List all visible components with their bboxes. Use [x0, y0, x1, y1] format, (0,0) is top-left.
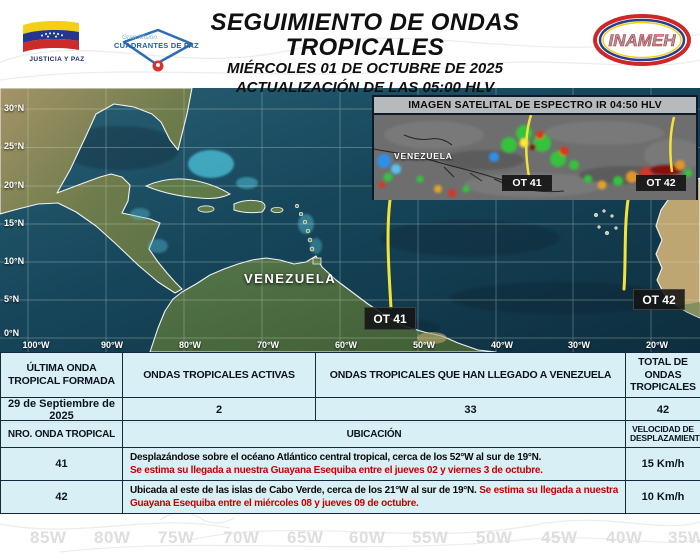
- lon-label-20w: 20°W: [645, 340, 669, 350]
- report-update-time: ACTUALIZACIÓN DE LAS 05:00 HLV: [235, 79, 495, 97]
- footer-watermark-strip: 85W 80W 75W 70W 65W 60W 55W 50W 45W 40W …: [0, 506, 700, 560]
- inameh-logo: INAMEH: [592, 12, 692, 70]
- wm-lon-55w: 55W: [412, 528, 449, 547]
- mission-logo-top-text: Gran Misión: [122, 34, 158, 41]
- wm-lon-75w: 75W: [158, 528, 195, 547]
- mission-logo: Gran Misión CUADRANTES DE PAZ: [96, 28, 206, 74]
- venezuela-map-label: VENEZUELA: [244, 271, 337, 286]
- lon-label-60w: 60°W: [334, 340, 358, 350]
- lon-label-70w: 70°W: [256, 340, 280, 350]
- satellite-inset-title: IMAGEN SATELITAL DE ESPECTRO IR 04:50 HL…: [374, 97, 696, 115]
- lat-label-10n: 10°N: [4, 256, 25, 266]
- jamaica-island: [197, 205, 215, 213]
- venezuela-flag-icon: [23, 20, 79, 52]
- inameh-ellipse-icon: INAMEH: [593, 14, 691, 66]
- wave-42-speed: 10 Km/h: [625, 480, 700, 514]
- stats-header-row: ÚLTIMA ONDA TROPICAL FORMADA ONDAS TROPI…: [0, 352, 700, 398]
- lat-label-0n: 0°N: [4, 328, 20, 338]
- wm-lon-80w: 80W: [94, 528, 131, 547]
- waves-header-speed: VELOCIDAD DE DESPLAZAMIENTO: [625, 420, 700, 448]
- satellite-inset-image: VENEZUELA OT 41 OT 42: [374, 115, 696, 200]
- stats-header-last-wave: ÚLTIMA ONDA TROPICAL FORMADA: [0, 352, 123, 398]
- wave-41-number: 41: [0, 447, 123, 481]
- wave-42-location: Ubicada al este de las islas de Cabo Ver…: [122, 480, 626, 514]
- inset-ot41-label: OT 41: [502, 175, 552, 191]
- mission-logo-name-text: CUADRANTES DE PAZ: [114, 41, 199, 50]
- lat-label-15n: 15°N: [4, 218, 25, 228]
- cape-verde-islands: [593, 209, 618, 236]
- waves-header-row: NRO. ONDA TROPICAL UBICACIÓN VELOCIDAD D…: [0, 420, 700, 448]
- stats-header-active-waves: ONDAS TROPICALES ACTIVAS: [122, 352, 316, 398]
- lat-label-25n: 25°N: [4, 141, 25, 151]
- map-graphic: [0, 88, 700, 352]
- wm-lon-70w: 70W: [223, 528, 260, 547]
- inset-venezuela-label: VENEZUELA: [394, 151, 453, 161]
- lon-label-50w: 50°W: [412, 340, 436, 350]
- justice-label: JUSTICIA Y PAZ: [29, 56, 85, 63]
- trinidad-island: [312, 257, 322, 265]
- satellite-inset: IMAGEN SATELITAL DE ESPECTRO IR 04:50 HL…: [372, 95, 698, 200]
- wm-lon-60w: 60W: [349, 528, 386, 547]
- wave-41-speed: 15 Km/h: [625, 447, 700, 481]
- wave-41-arrival-forecast: Se estima su llegada a nuestra Guayana E…: [130, 465, 543, 476]
- title-block: SEGUIMIENTO DE ONDAS TROPICALES MIÉRCOLE…: [130, 10, 600, 98]
- wm-lon-40w: 40W: [606, 528, 643, 547]
- wm-lon-65w: 65W: [287, 528, 324, 547]
- wave-41-location-text: Desplazándose sobre el océano Atlántico …: [130, 452, 542, 463]
- north-america-land: [0, 88, 193, 294]
- stats-value-active-waves: 2: [122, 397, 316, 423]
- stats-value-last-wave: 29 de Septiembre de 2025: [0, 397, 123, 423]
- wave-41-location: Desplazándose sobre el océano Atlántico …: [122, 447, 626, 481]
- justice-logo: JUSTICIA Y PAZ: [22, 20, 92, 63]
- wm-lon-50w: 50W: [476, 528, 513, 547]
- wave-row-41: 41 Desplazándose sobre el océano Atlánti…: [0, 447, 700, 481]
- ot42-map-label: OT 42: [633, 289, 685, 310]
- ot41-map-label: OT 41: [364, 307, 416, 330]
- wm-lon-35w: 35W: [668, 528, 700, 547]
- waves-header-location: UBICACIÓN: [122, 420, 626, 448]
- stats-value-arrived: 33: [315, 397, 626, 423]
- wm-lon-45w: 45W: [541, 528, 578, 547]
- lon-label-80w: 80°W: [178, 340, 202, 350]
- stats-table: ÚLTIMA ONDA TROPICAL FORMADA ONDAS TROPI…: [0, 352, 700, 423]
- cuba-island: [144, 178, 232, 199]
- lat-label-5n: 5°N: [4, 294, 20, 304]
- lon-label-100w: 100°W: [22, 340, 50, 350]
- wave-row-42: 42 Ubicada al este de las islas de Cabo …: [0, 480, 700, 514]
- lon-label-40w: 40°W: [490, 340, 514, 350]
- ot42-wave-line: [622, 198, 630, 291]
- report-date: MIÉRCOLES 01 DE OCTUBRE DE 2025: [227, 60, 503, 78]
- stats-value-row: 29 de Septiembre de 2025 2 33 42: [0, 397, 700, 423]
- stats-header-total: TOTAL DE ONDAS TROPICALES: [625, 352, 700, 398]
- quadrant-pin-icon: [122, 28, 194, 72]
- stats-header-arrived: ONDAS TROPICALES QUE HAN LLEGADO A VENEZ…: [315, 352, 626, 398]
- puerto-rico-island: [270, 207, 284, 214]
- tracking-map: 30°N 25°N 20°N 15°N 10°N 5°N 0°N 100°W 9…: [0, 88, 700, 352]
- lat-label-30n: 30°N: [4, 103, 25, 113]
- wave-42-arrival-forecast: Se estima su llegada a nuestra Guayana E…: [130, 485, 619, 509]
- wm-lon-85w: 85W: [30, 528, 67, 547]
- page-title: SEGUIMIENTO DE ONDAS TROPICALES: [210, 9, 520, 62]
- lon-label-90w: 90°W: [100, 340, 124, 350]
- stats-value-total: 42: [625, 397, 700, 423]
- inameh-wordmark: INAMEH: [608, 31, 676, 50]
- report-header: JUSTICIA Y PAZ Gran Misión CUADRANTES DE…: [0, 0, 700, 96]
- lat-label-20n: 20°N: [4, 180, 25, 190]
- lon-label-30w: 30°W: [567, 340, 591, 350]
- lesser-antilles: [295, 204, 315, 252]
- wave-42-location-text: Ubicada al este de las islas de Cabo Ver…: [130, 485, 477, 496]
- waves-table: NRO. ONDA TROPICAL UBICACIÓN VELOCIDAD D…: [0, 420, 700, 514]
- inset-ot42-label: OT 42: [636, 175, 686, 191]
- wave-42-number: 42: [0, 480, 123, 514]
- ot41-wave-line: [386, 198, 393, 310]
- amazon-delta: [417, 332, 447, 344]
- waves-header-number: NRO. ONDA TROPICAL: [0, 420, 123, 448]
- hispaniola-island: [233, 199, 266, 214]
